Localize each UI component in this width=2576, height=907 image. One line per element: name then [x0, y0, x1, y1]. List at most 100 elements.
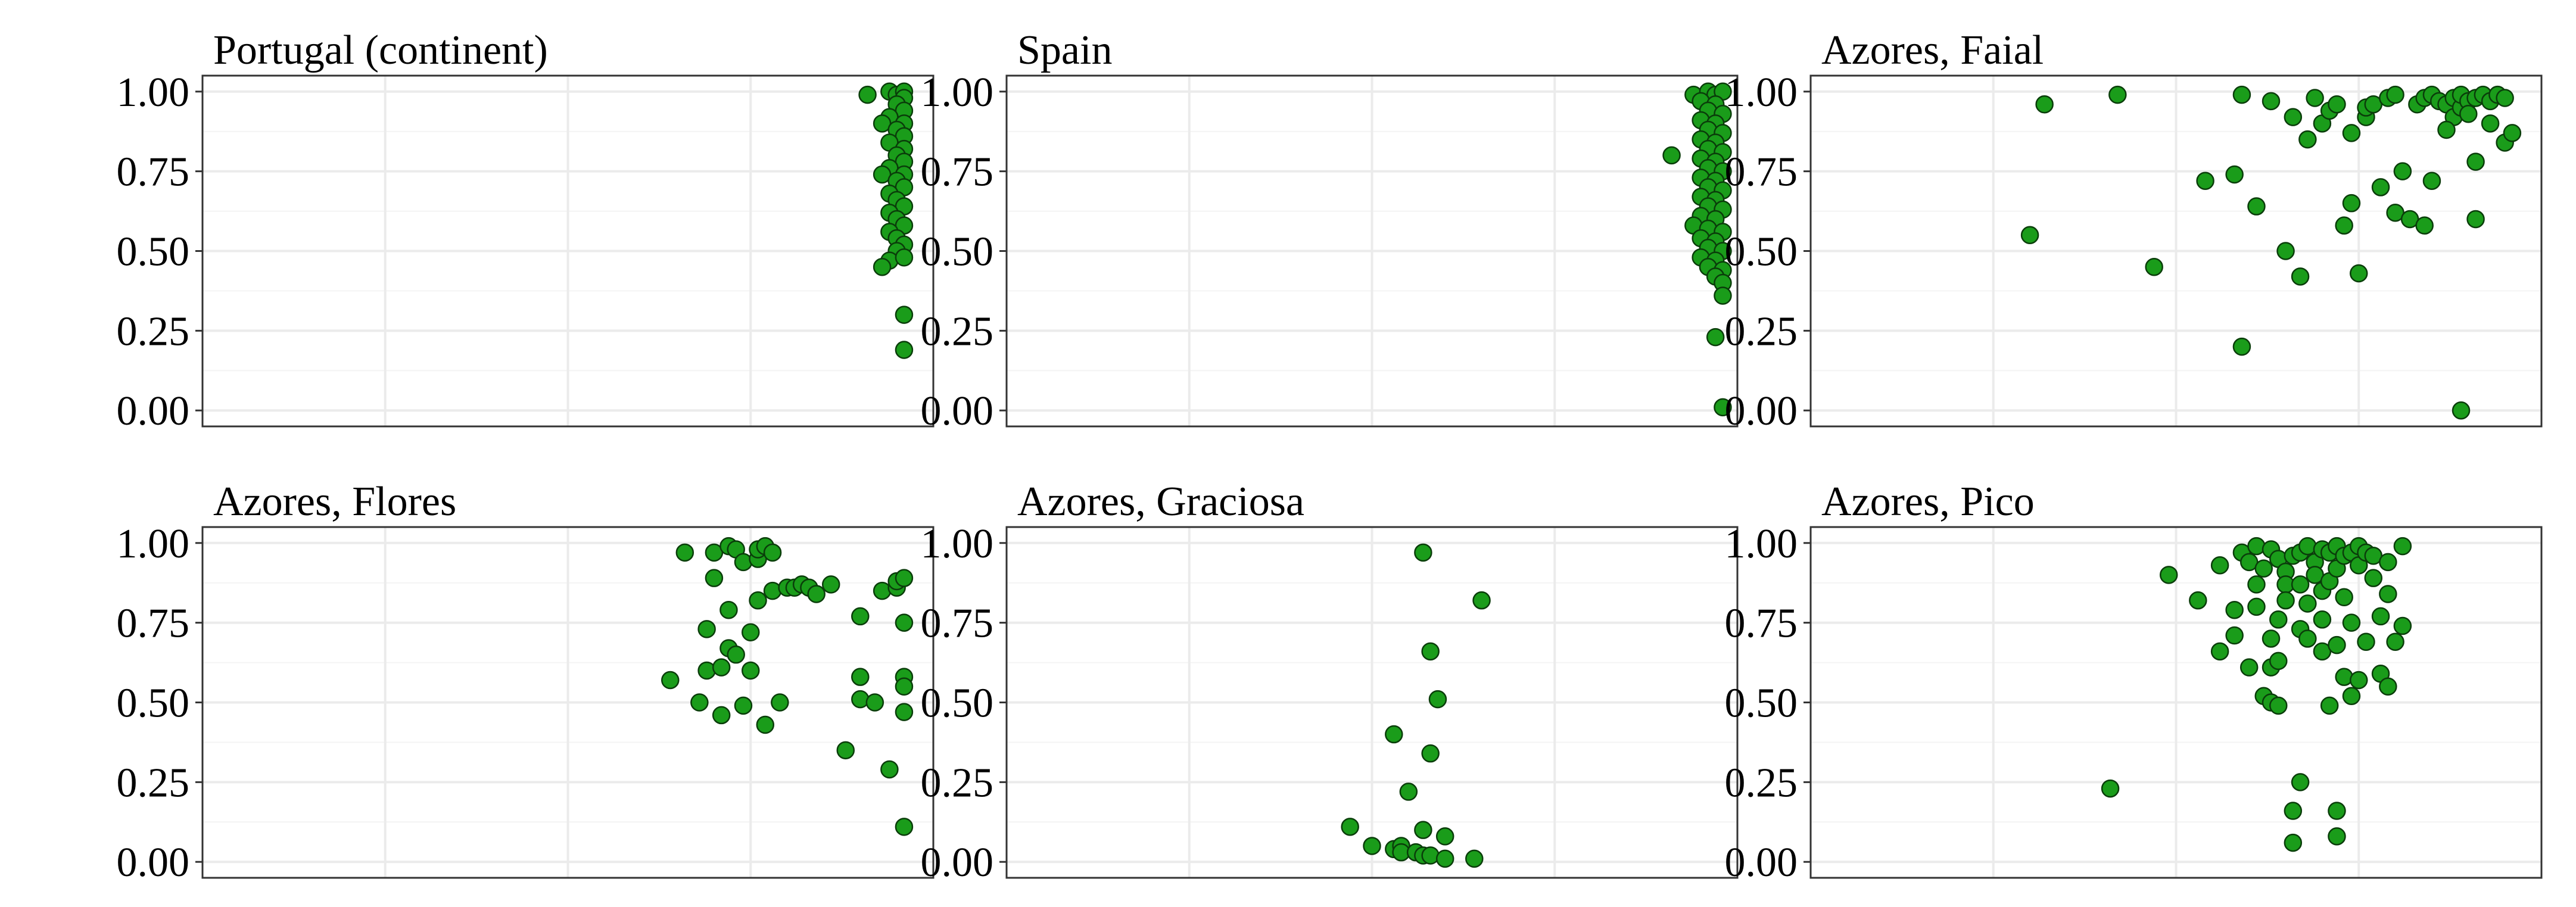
- scatter-point: [742, 623, 760, 641]
- scatter-point: [2247, 575, 2266, 594]
- y-tick-label: 0.25: [921, 760, 994, 806]
- y-tick-label: 0.25: [1725, 308, 1798, 354]
- scatter-point: [712, 658, 731, 677]
- scatter-point: [697, 620, 716, 638]
- scatter-point: [2452, 401, 2471, 420]
- scatter-point: [2210, 556, 2229, 575]
- y-tick-label: 0.75: [117, 149, 190, 195]
- scatter-point: [719, 600, 738, 619]
- scatter-point: [895, 248, 914, 267]
- scatter-point: [742, 661, 760, 680]
- scatter-point: [1706, 328, 1725, 347]
- scatter-point: [895, 569, 914, 587]
- scatter-point: [2247, 197, 2266, 216]
- scatter-point: [2284, 802, 2303, 820]
- scatter-point: [1399, 783, 1418, 801]
- scatter-point: [873, 258, 892, 276]
- scatter-point: [2466, 152, 2485, 171]
- y-tick-label: 0.00: [1725, 388, 1798, 434]
- scatter-point: [821, 575, 840, 594]
- scatter-point: [880, 760, 899, 779]
- scatter-point: [2437, 120, 2456, 139]
- scatter-point: [2035, 95, 2054, 114]
- y-tick-label: 0.75: [921, 601, 994, 647]
- scatter-point: [2276, 242, 2295, 260]
- facet-panel-2: 0.00 0.25 0.50 0.75 1.00 Azores, Faial: [1725, 27, 2543, 434]
- scatter-point: [807, 585, 826, 603]
- scatter-point: [2225, 626, 2244, 645]
- scatter-point: [1472, 591, 1491, 610]
- scatter-point: [2503, 124, 2522, 142]
- scatter-point: [2357, 632, 2375, 652]
- scatter-point: [763, 581, 782, 600]
- scatter-point: [851, 668, 870, 686]
- scatter-point: [1421, 744, 1440, 763]
- scatter-point: [2262, 629, 2281, 648]
- scatter-point: [2225, 165, 2244, 184]
- scatter-point: [727, 645, 745, 664]
- scatter-point: [2145, 258, 2163, 276]
- scatter-point: [2481, 114, 2500, 133]
- scatter-point: [895, 703, 914, 721]
- scatter-point: [2415, 216, 2434, 235]
- scatter-point: [2232, 85, 2251, 104]
- scatter-point: [1435, 827, 1454, 846]
- scatter-point: [2276, 591, 2295, 610]
- scatter-point: [2101, 779, 2120, 798]
- scatter-point: [2335, 588, 2353, 607]
- y-tick-label: 0.75: [1725, 601, 1798, 647]
- scatter-point: [2284, 108, 2303, 126]
- scatter-point: [661, 671, 680, 690]
- y-tick-label: 0.25: [117, 760, 190, 806]
- scatter-point: [2108, 85, 2127, 104]
- scatter-point: [734, 696, 753, 715]
- scatter-point: [2371, 178, 2390, 197]
- scatter-point: [2350, 264, 2368, 283]
- facet-panel-4: 0.00 0.25 0.50 0.75 1.00 Azores, Graciosa: [921, 479, 1739, 886]
- y-tick-label: 0.00: [921, 388, 994, 434]
- y-tick-label: 1.00: [921, 70, 994, 116]
- scatter-point: [2379, 585, 2397, 603]
- y-tick-label: 0.75: [921, 149, 994, 195]
- panel-title: Azores, Graciosa: [1017, 479, 1304, 525]
- scatter-point: [2298, 594, 2317, 613]
- y-tick-label: 1.00: [921, 521, 994, 567]
- y-tick-label: 0.25: [921, 308, 994, 354]
- scatter-point: [836, 741, 855, 760]
- scatter-point: [2342, 613, 2361, 632]
- y-tick-label: 0.50: [1725, 229, 1798, 275]
- scatter-point: [2196, 172, 2214, 190]
- scatter-point: [2328, 635, 2346, 654]
- scatter-point: [2306, 89, 2324, 107]
- scatter-point: [895, 306, 914, 324]
- scatter-point: [756, 715, 775, 734]
- scatter-point: [873, 581, 892, 600]
- scatter-point: [763, 543, 782, 562]
- y-tick-label: 0.00: [117, 388, 190, 434]
- scatter-point: [1363, 837, 1381, 855]
- scatter-point: [2239, 658, 2259, 677]
- scatter-point: [1421, 642, 1440, 661]
- scatter-point: [1421, 846, 1440, 865]
- scatter-point: [2254, 559, 2273, 578]
- y-tick-label: 0.00: [117, 840, 190, 886]
- scatter-point: [2393, 616, 2412, 635]
- scatter-point: [705, 569, 724, 587]
- panel-title: Azores, Pico: [1821, 479, 2035, 525]
- scatter-point: [2386, 632, 2404, 652]
- scatter-point: [2379, 553, 2397, 572]
- y-tick-label: 0.50: [921, 229, 994, 275]
- scatter-point: [771, 693, 789, 712]
- scatter-point: [2269, 652, 2288, 671]
- scatter-point: [2159, 566, 2178, 584]
- scatter-point: [2291, 773, 2310, 791]
- scatter-point: [2247, 537, 2266, 556]
- scatter-point: [2189, 591, 2207, 610]
- scatter-point: [1414, 543, 1432, 562]
- scatter-point: [2364, 569, 2383, 587]
- scatter-point: [2386, 85, 2404, 104]
- scatter-point: [2379, 677, 2397, 696]
- scatter-point: [2328, 827, 2346, 846]
- facet-panel-0: 0.00 0.25 0.50 0.75 1.00 Portugal (continent): [117, 27, 935, 434]
- scatter-point: [2313, 610, 2332, 629]
